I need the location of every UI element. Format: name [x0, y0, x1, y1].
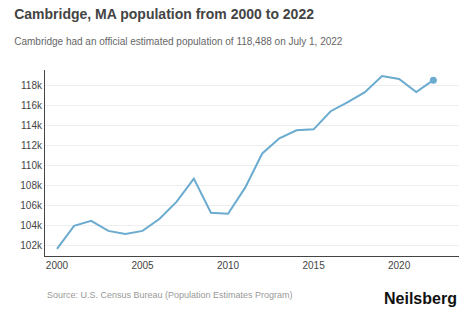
svg-text:Source: U.S. Census Bureau (Po: Source: U.S. Census Bureau (Population E…	[47, 290, 293, 300]
svg-text:108k: 108k	[20, 180, 43, 191]
svg-text:114k: 114k	[21, 120, 43, 131]
svg-text:118k: 118k	[21, 80, 43, 91]
svg-text:2015: 2015	[302, 260, 325, 271]
svg-text:Cambridge, MA population from: Cambridge, MA population from 2000 to 20…	[14, 6, 314, 22]
svg-text:102k: 102k	[20, 240, 43, 251]
svg-text:110k: 110k	[21, 160, 43, 171]
svg-text:106k: 106k	[20, 200, 43, 211]
svg-text:112k: 112k	[21, 140, 43, 151]
svg-text:2000: 2000	[46, 260, 69, 271]
svg-text:2020: 2020	[388, 260, 411, 271]
svg-text:116k: 116k	[21, 100, 43, 111]
svg-text:Neilsberg: Neilsberg	[384, 290, 457, 307]
svg-text:104k: 104k	[20, 220, 43, 231]
svg-text:2005: 2005	[131, 260, 154, 271]
svg-text:2010: 2010	[217, 260, 240, 271]
svg-text:Cambridge had an official esti: Cambridge had an official estimated popu…	[14, 36, 343, 47]
